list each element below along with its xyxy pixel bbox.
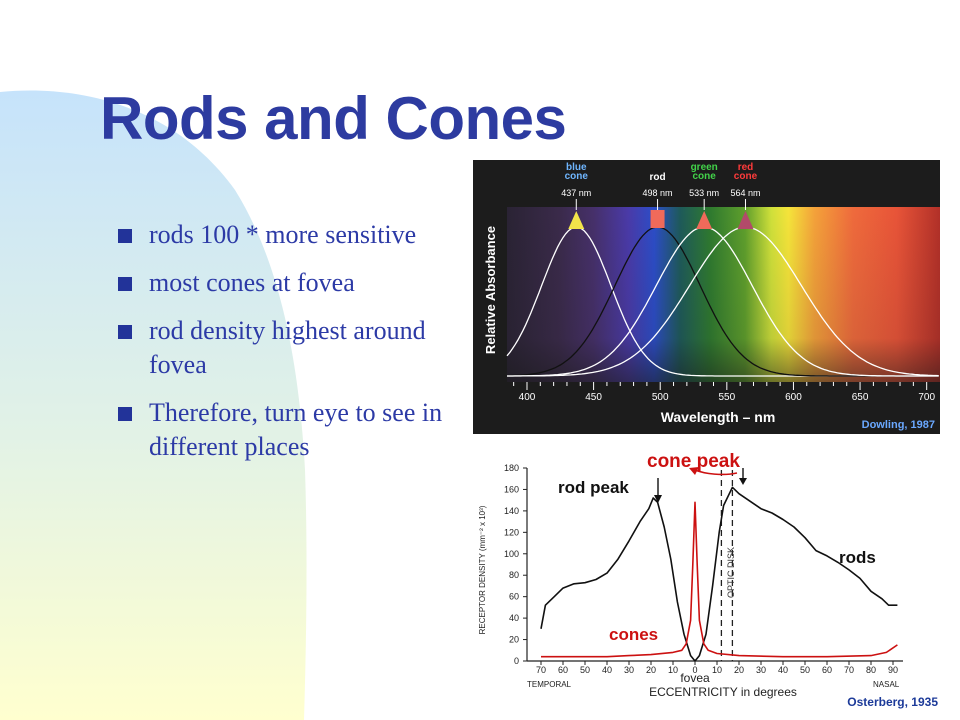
- y-tick-label: 100: [504, 549, 519, 559]
- y-tick-label: 40: [509, 613, 519, 623]
- y-tick-label: 180: [504, 463, 519, 473]
- absorbance-curve: [507, 226, 939, 377]
- peak-marker: [696, 211, 713, 229]
- x-tick-label: 70: [844, 665, 854, 675]
- chart-credit: Dowling, 1987: [862, 419, 935, 431]
- x-tick-label: 700: [918, 392, 935, 403]
- square-bullet-icon: [118, 407, 132, 421]
- cones-curve: [541, 501, 898, 658]
- bullet-item: most cones at fovea: [118, 266, 463, 300]
- x-tick-label: 550: [718, 392, 735, 403]
- y-tick-label: 120: [504, 527, 519, 537]
- x-tick-label: 10: [712, 665, 722, 675]
- x-tick-label: 10: [668, 665, 678, 675]
- chart-background: [473, 440, 940, 712]
- bullet-text: Therefore, turn eye to see in different …: [149, 398, 443, 461]
- x-tick-label: 500: [652, 392, 669, 403]
- x-tick-label: 50: [800, 665, 810, 675]
- cone-peak-arrow: [694, 469, 738, 476]
- x-tick-label: 600: [785, 392, 802, 403]
- square-bullet-icon: [118, 229, 132, 243]
- x-tick-label: 60: [822, 665, 832, 675]
- x-tick-label: 650: [852, 392, 869, 403]
- peak-marker: [737, 211, 754, 229]
- peak-label: red: [738, 162, 754, 173]
- bullet-item: rods 100 * more sensitive: [118, 218, 463, 252]
- rod-peak-arrowhead-right: [739, 478, 747, 485]
- x-axis-center-label: fovea: [680, 671, 710, 685]
- bullet-text: rods 100 * more sensitive: [149, 220, 417, 249]
- peak-marker: [650, 210, 665, 228]
- peak-wavelength: 564 nm: [730, 188, 760, 198]
- y-tick-label: 160: [504, 484, 519, 494]
- x-axis-label: Wavelength – nm: [661, 409, 776, 425]
- y-axis-label: Relative Absorbance: [483, 226, 498, 354]
- peak-wavelength: 533 nm: [689, 188, 719, 198]
- x-tick-label: 70: [536, 665, 546, 675]
- x-tick-label: 20: [734, 665, 744, 675]
- peak-label: cone: [734, 171, 758, 182]
- x-tick-label: 20: [646, 665, 656, 675]
- x-tick-label: 30: [624, 665, 634, 675]
- peak-marker: [568, 211, 585, 229]
- x-tick-label: 400: [519, 392, 536, 403]
- cone-peak-arrowhead: [689, 467, 699, 475]
- peak-label: rod: [649, 172, 665, 183]
- y-tick-label: 0: [514, 656, 519, 666]
- rod-peak-arrowhead: [654, 495, 662, 503]
- page-title: Rods and Cones: [100, 85, 567, 152]
- y-tick-label: 20: [509, 635, 519, 645]
- bullet-item: rod density highest around fovea: [118, 314, 463, 382]
- bullet-list: rods 100 * more sensitive most cones at …: [118, 218, 463, 478]
- x-tick-label: 40: [602, 665, 612, 675]
- y-tick-label: 80: [509, 570, 519, 580]
- square-bullet-icon: [118, 325, 132, 339]
- y-tick-label: 140: [504, 506, 519, 516]
- peak-label: green: [691, 162, 718, 173]
- x-tick-label: 30: [756, 665, 766, 675]
- peak-label: cone: [565, 171, 589, 182]
- x-tick-label: 0: [692, 665, 697, 675]
- x-tick-label: 40: [778, 665, 788, 675]
- x-tick-label: 50: [580, 665, 590, 675]
- x-tick-label: 450: [585, 392, 602, 403]
- peak-wavelength: 437 nm: [561, 188, 591, 198]
- cone-peak-annotation: cone peak: [647, 451, 740, 472]
- bullet-text: most cones at fovea: [149, 268, 355, 297]
- cones-series-label: cones: [609, 625, 658, 644]
- rods-series-label: rods: [839, 548, 876, 567]
- x-tick-label: 80: [866, 665, 876, 675]
- x-axis-right-label: NASAL: [873, 680, 900, 689]
- x-tick-label: 60: [558, 665, 568, 675]
- bullet-text: rod density highest around fovea: [149, 316, 426, 379]
- optic-disk-annotation: OPTIC DISK: [726, 547, 736, 598]
- y-axis-label: RECEPTOR DENSITY (mm⁻² x 10³): [478, 505, 487, 634]
- y-tick-label: 60: [509, 592, 519, 602]
- peak-label: cone: [693, 171, 717, 182]
- square-bullet-icon: [118, 277, 132, 291]
- peak-wavelength: 498 nm: [643, 188, 673, 198]
- spectrum-shade: [507, 207, 940, 382]
- rods-curve: [540, 486, 898, 662]
- rod-peak-annotation: rod peak: [558, 478, 629, 497]
- peak-label: blue: [566, 162, 587, 173]
- x-axis-left-label: TEMPORAL: [527, 680, 572, 689]
- chart-credit: Osterberg, 1935: [847, 695, 938, 709]
- bullet-item: Therefore, turn eye to see in different …: [118, 396, 463, 464]
- x-tick-label: 90: [888, 665, 898, 675]
- x-axis-label: ECCENTRICITY in degrees: [649, 685, 797, 699]
